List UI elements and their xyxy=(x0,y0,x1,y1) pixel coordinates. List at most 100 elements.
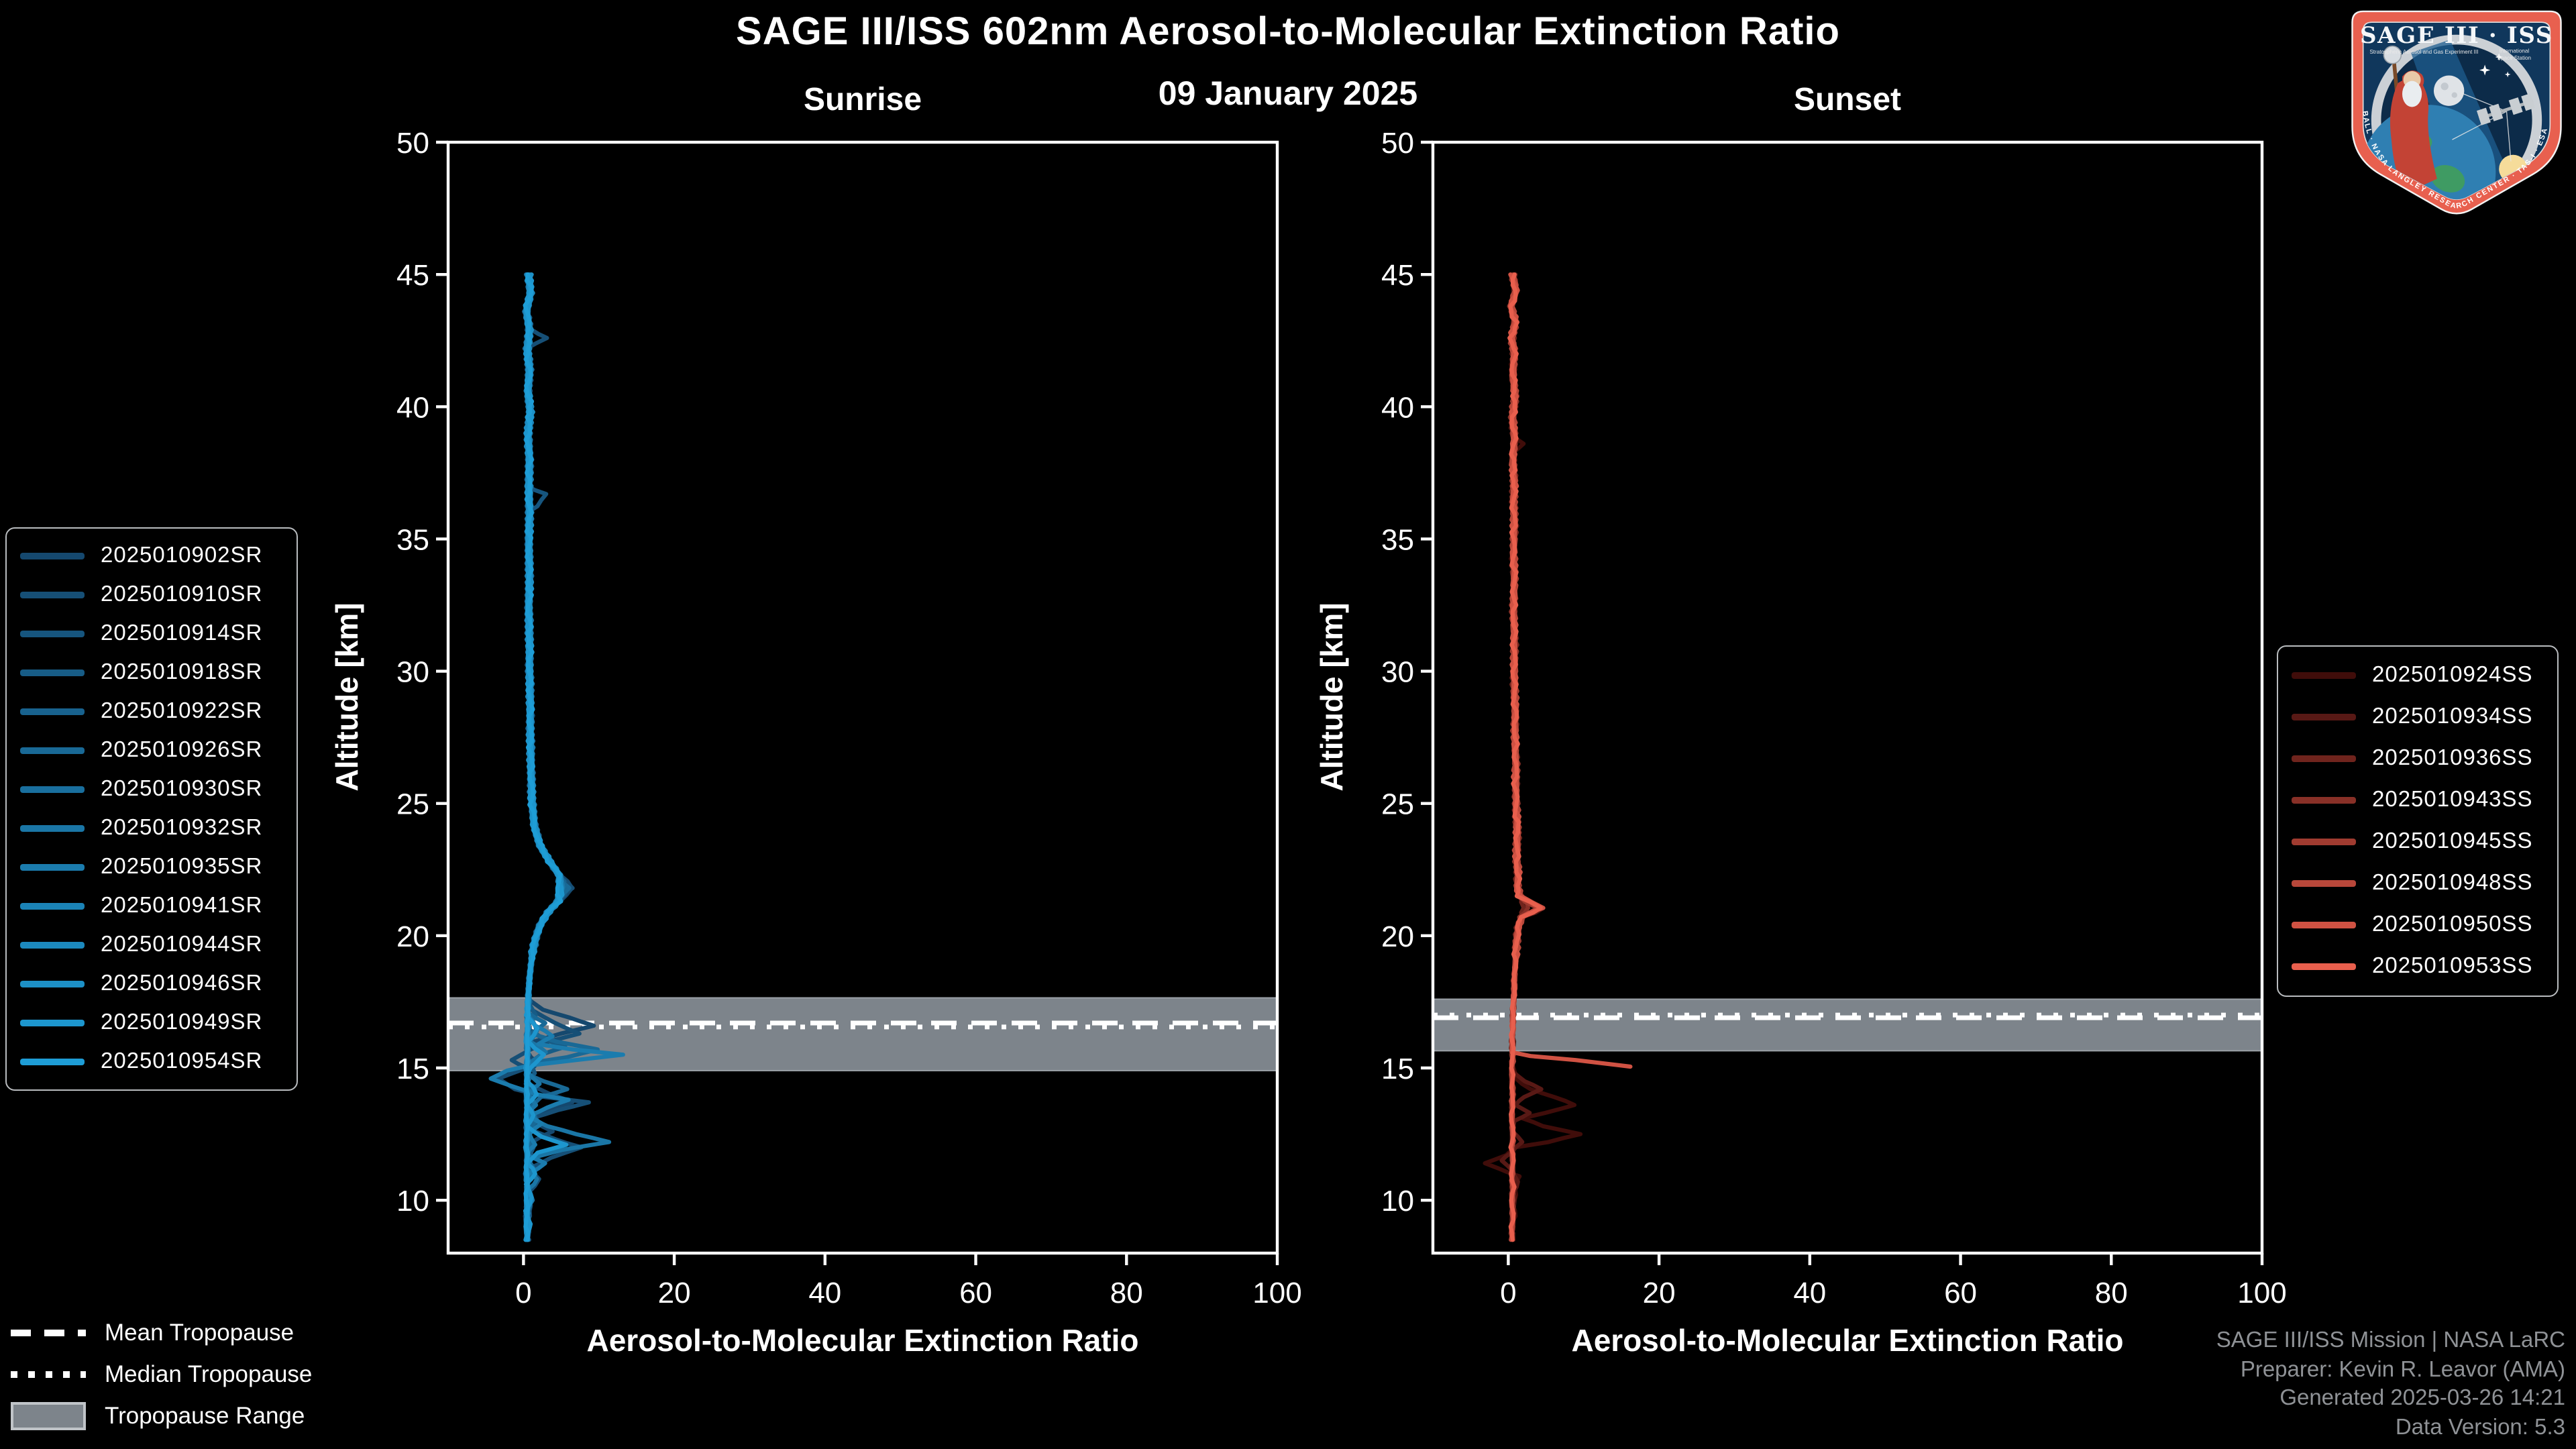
series-color-swatch-icon xyxy=(2292,755,2356,762)
legend-item: 2025010902SR xyxy=(20,537,283,576)
credit-line: Data Version: 5.3 xyxy=(2395,1415,2565,1440)
y-tick-label: 15 xyxy=(396,1053,429,1085)
series-color-swatch-icon xyxy=(20,747,85,754)
series-color-swatch-icon xyxy=(20,981,85,987)
y-tick-label: 25 xyxy=(396,788,429,821)
x-tick-label: 40 xyxy=(1793,1277,1826,1309)
series-name-label: 2025010944SR xyxy=(101,932,263,957)
axis-ticks: 0 20 40 60 80 100 10 15 20 25 30 35 40 45 50 xyxy=(1381,127,2287,1309)
plot-frame xyxy=(1431,140,2264,1255)
series-name-label: 2025010918SR xyxy=(101,660,263,684)
x-tick-label: 60 xyxy=(1944,1277,1977,1309)
series-color-swatch-icon xyxy=(20,903,85,910)
tropopause-range-band xyxy=(1432,998,2263,1052)
series-color-swatch-icon xyxy=(20,786,85,793)
legend-item: 2025010914SR xyxy=(20,614,283,653)
y-tick-label: 45 xyxy=(1381,259,1414,292)
series-name-label: 2025010953SS xyxy=(2372,954,2533,978)
credit-line: Generated 2025-03-26 14:21 xyxy=(2279,1386,2565,1411)
profile-2025010953SS xyxy=(1507,272,1543,1242)
x-tick-label: 60 xyxy=(959,1277,992,1309)
y-tick-label: 40 xyxy=(396,391,429,424)
series-name-label: 2025010945SS xyxy=(2372,829,2533,853)
legend-item: 2025010924SS xyxy=(2292,655,2544,696)
series-color-swatch-icon xyxy=(20,1020,85,1026)
event-profiles xyxy=(488,272,625,1242)
y-tick-label: 25 xyxy=(1381,788,1414,821)
series-color-swatch-icon xyxy=(20,1059,85,1065)
logo-earth-land xyxy=(2430,164,2465,193)
y-tick-label: 45 xyxy=(396,259,429,292)
legend-item: 2025010941SR xyxy=(20,887,283,926)
sunrise-plot: 0 20 40 60 80 100 10 15 20 25 30 35 40 45 50 xyxy=(396,127,1302,1309)
logo-subtitle-right-line2: Space Station xyxy=(2498,55,2531,61)
series-name-label: 2025010930SR xyxy=(101,777,263,801)
x-tick-label: 40 xyxy=(808,1277,841,1309)
series-name-label: 2025010948SS xyxy=(2372,871,2533,895)
series-name-label: 2025010934SS xyxy=(2372,704,2533,729)
y-tick-label: 20 xyxy=(396,920,429,953)
x-tick-label: 20 xyxy=(1643,1277,1676,1309)
series-color-swatch-icon xyxy=(2292,839,2356,845)
sunset-plot: 0 20 40 60 80 100 10 15 20 25 30 35 40 45 50 xyxy=(1381,127,2287,1309)
sunrise-panel-title: Sunrise xyxy=(803,82,922,118)
y-tick-label: 30 xyxy=(396,656,429,689)
profile-2025010950SS xyxy=(1508,272,1633,1069)
y-tick-label: 15 xyxy=(1381,1053,1414,1085)
legend-item: 2025010943SS xyxy=(2292,780,2544,821)
series-color-swatch-icon xyxy=(20,708,85,715)
series-name-label: 2025010924SS xyxy=(2372,663,2533,687)
x-tick-label: 0 xyxy=(1500,1277,1516,1309)
date-label: 09 January 2025 xyxy=(1158,75,1418,113)
profile-2025010954SR xyxy=(523,272,564,1242)
legend-label: Tropopause Range xyxy=(105,1402,305,1429)
tropopause-range-legend-item: Tropopause Range xyxy=(11,1395,312,1437)
series-color-swatch-icon xyxy=(20,825,85,832)
legend-item: 2025010935SR xyxy=(20,848,283,887)
legend-item: 2025010953SS xyxy=(2292,946,2544,987)
logo-subtitle-right-line1: International xyxy=(2500,48,2530,54)
axis-ticks: 0 20 40 60 80 100 10 15 20 25 30 35 40 45 50 xyxy=(396,127,1302,1309)
series-name-label: 2025010954SR xyxy=(101,1049,263,1073)
series-color-swatch-icon xyxy=(20,864,85,871)
y-tick-label: 40 xyxy=(1381,391,1414,424)
legend-item: 2025010949SR xyxy=(20,1004,283,1042)
x-tick-label: 80 xyxy=(1110,1277,1143,1309)
series-name-label: 2025010932SR xyxy=(101,816,263,840)
series-name-label: 2025010946SR xyxy=(101,971,263,996)
legend-item: 2025010918SR xyxy=(20,653,283,692)
credit-line: SAGE III/ISS Mission | NASA LaRC xyxy=(2216,1328,2565,1352)
legend-item: 2025010950SS xyxy=(2292,904,2544,946)
tropopause-legend: Mean Tropopause Median Tropopause Tropop… xyxy=(11,1312,312,1437)
event-profiles xyxy=(1483,272,1633,1242)
series-color-swatch-icon xyxy=(2292,672,2356,679)
sunrise-event-legend: 2025010902SR 2025010910SR 2025010914SR 2025… xyxy=(5,527,298,1091)
legend-label: Median Tropopause xyxy=(105,1360,313,1387)
y-tick-label: 20 xyxy=(1381,920,1414,953)
profile-2025010934SS xyxy=(1499,272,1546,1242)
dashed-line-swatch-icon xyxy=(11,1330,86,1336)
logo-subtitle-left: Stratospheric Aerosol and Gas Experiment… xyxy=(2369,49,2478,55)
logo-moon-crater xyxy=(2440,83,2449,91)
legend-item: 2025010932SR xyxy=(20,809,283,848)
sage-iii-iss-mission-logo: SAGE III · ISS Stratospheric Aerosol and… xyxy=(2351,10,2562,215)
legend-item: 2025010945SS xyxy=(2292,821,2544,863)
series-color-swatch-icon xyxy=(2292,880,2356,887)
sunset-y-axis-label: Altitude [km] xyxy=(1314,602,1349,792)
plot-frame xyxy=(446,140,1279,1255)
credits: SAGE III/ISS Mission | NASA LaRC Prepare… xyxy=(2216,1327,2565,1444)
x-tick-label: 80 xyxy=(2095,1277,2128,1309)
x-tick-label: 100 xyxy=(1252,1277,1301,1309)
y-tick-label: 10 xyxy=(396,1185,429,1218)
series-name-label: 2025010926SR xyxy=(101,738,263,762)
y-tick-label: 50 xyxy=(396,127,429,160)
legend-item: 2025010944SR xyxy=(20,926,283,965)
y-tick-label: 30 xyxy=(1381,656,1414,689)
legend-item: 2025010930SR xyxy=(20,770,283,809)
legend-item: 2025010954SR xyxy=(20,1042,283,1081)
logo-moon-icon xyxy=(2433,75,2465,106)
x-tick-label: 0 xyxy=(515,1277,531,1309)
legend-item: 2025010948SS xyxy=(2292,863,2544,904)
series-name-label: 2025010949SR xyxy=(101,1010,263,1034)
